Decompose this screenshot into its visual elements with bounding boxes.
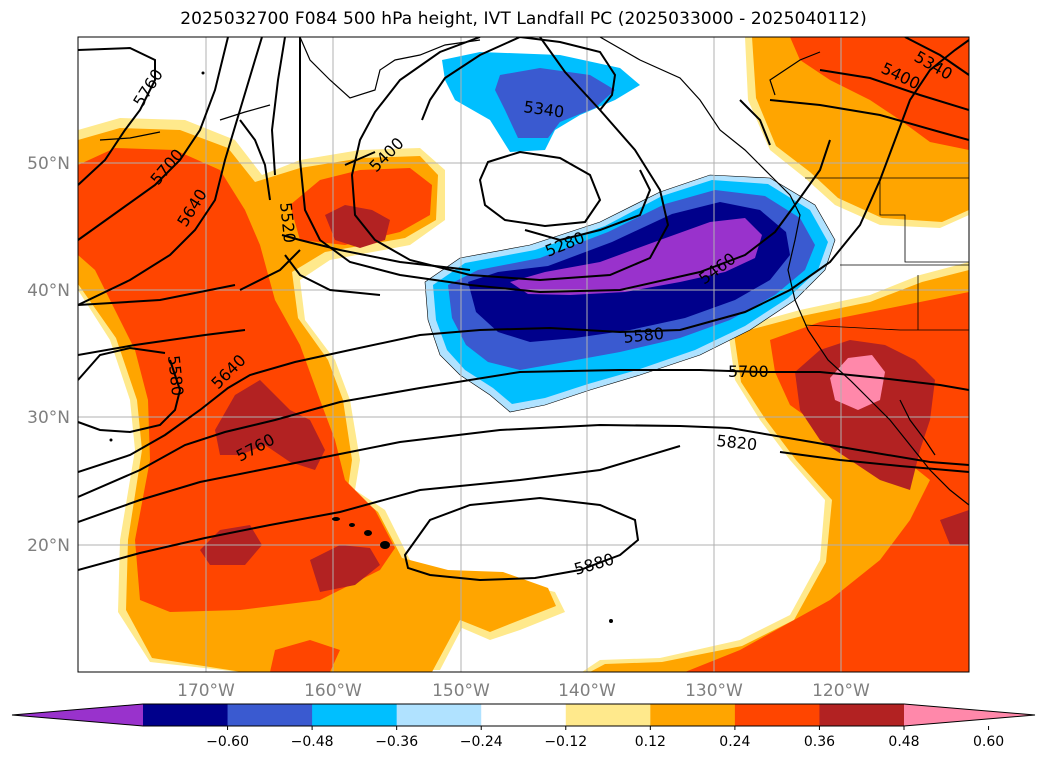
colorbar-tick-label: 0.36 [804, 734, 835, 750]
colorbar-outline [11, 703, 1036, 727]
colorbar-segment [481, 704, 567, 726]
colorbar-tick-label: −0.24 [460, 734, 503, 750]
colorbar-tick-label: 0.48 [888, 734, 919, 750]
lon-label: 140°W [558, 681, 616, 701]
borders [804, 177, 969, 331]
coastlines [99, 37, 969, 506]
colorbar-extend-high [904, 704, 1035, 726]
longitude-labels: 170°W 160°W 150°W 140°W 130°W 120°W [177, 681, 870, 701]
colorbar-tick-label: 0.12 [635, 734, 666, 750]
lat-label: 40°N [27, 281, 70, 301]
positive-ivt-east [582, 37, 969, 672]
positive-ivt-west [78, 118, 565, 672]
lon-label: 130°W [685, 681, 743, 701]
colorbar-tick-label: −0.12 [544, 734, 587, 750]
colorbar-segment [143, 704, 229, 726]
colorbar-tick-label: 0.60 [973, 734, 1004, 750]
chart-title: 2025032700 F084 500 hPa height, IVT Land… [180, 9, 867, 29]
map-frame [77, 36, 970, 673]
contour-label: 5580 [164, 354, 187, 396]
colorbar-segment [396, 704, 482, 726]
colorbar-segment [227, 704, 313, 726]
lat-label: 20°N [27, 536, 70, 556]
colorbar-extend-low [12, 704, 143, 726]
colorbar-segment [734, 704, 820, 726]
contour-label: 5820 [716, 431, 758, 454]
colorbar-tick-label: −0.36 [375, 734, 418, 750]
contour-label: 5520 [276, 201, 299, 243]
contour-label: 5580 [622, 324, 664, 347]
colorbar-tick-label: −0.60 [206, 734, 249, 750]
colorbar-tick-label: −0.48 [291, 734, 334, 750]
lat-label: 30°N [27, 408, 70, 428]
lon-label: 150°W [432, 681, 490, 701]
colorbar-segment [650, 704, 736, 726]
colorbar-segment [312, 704, 398, 726]
lon-label: 160°W [304, 681, 362, 701]
colorbar-segment [819, 704, 905, 726]
fill-outline [424, 174, 836, 413]
islands [109, 71, 613, 623]
negative-ivt [425, 52, 835, 412]
map-plot-area: 5760 5700 5640 5520 5400 5340 5280 5460 … [78, 37, 969, 672]
colorbar: −0.60 −0.48 −0.36 −0.24 −0.12 0.12 0.24 0.36 0.4… [11, 703, 1036, 750]
height-contours [78, 37, 969, 582]
colorbar-segment [565, 704, 651, 726]
lon-label: 120°W [812, 681, 870, 701]
contour-label: 5700 [728, 362, 769, 381]
colorbar-tick-label: 0.24 [719, 734, 750, 750]
latitude-labels: 50°N 40°N 30°N 20°N [27, 154, 70, 556]
lon-label: 170°W [177, 681, 235, 701]
lat-label: 50°N [27, 154, 70, 174]
